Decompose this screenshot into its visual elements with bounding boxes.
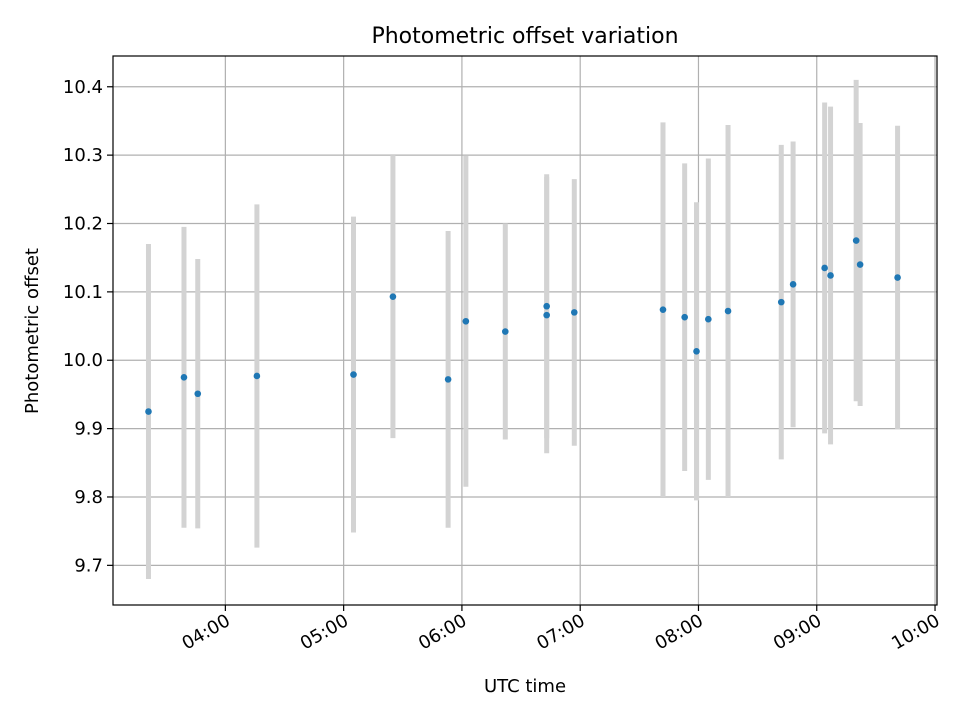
data-point <box>693 348 700 355</box>
y-tick-label: 10.2 <box>63 214 103 235</box>
data-points <box>145 237 901 415</box>
data-point <box>145 408 152 415</box>
data-point <box>389 293 397 300</box>
plot-frame <box>112 55 938 606</box>
data-point <box>894 274 901 281</box>
data-point <box>570 309 578 316</box>
data-point <box>856 261 864 268</box>
y-tick-label: 9.9 <box>74 419 103 440</box>
y-tick-label: 10.0 <box>63 350 103 371</box>
data-point <box>501 328 509 335</box>
data-point <box>350 371 357 378</box>
data-point <box>827 272 834 279</box>
y-tick-label: 9.7 <box>74 555 103 576</box>
data-point <box>705 315 712 323</box>
chart-title: Photometric offset variation <box>371 24 678 49</box>
y-tick-label: 10.1 <box>63 282 103 303</box>
data-point <box>724 307 732 315</box>
y-tick-label: 9.8 <box>74 487 103 508</box>
y-axis-label: Photometric offset <box>22 248 43 414</box>
data-point <box>180 374 188 381</box>
data-point <box>821 264 828 272</box>
data-point <box>462 317 470 325</box>
data-point <box>777 298 785 306</box>
data-point <box>852 237 860 244</box>
grid <box>113 56 937 605</box>
data-point <box>681 313 688 321</box>
data-point <box>789 281 797 288</box>
data-point <box>543 311 550 319</box>
data-point <box>659 306 667 313</box>
y-tick-label: 10.3 <box>63 145 103 166</box>
data-point <box>253 372 261 380</box>
y-axis-ticks: 9.7 9.8 9.9 10.0 10.1 10.2 10.3 10.4 <box>63 77 113 576</box>
x-axis-label: UTC time <box>484 676 566 697</box>
y-tick-label: 10.4 <box>63 77 103 98</box>
data-point <box>444 376 452 383</box>
data-point <box>194 390 202 398</box>
data-point <box>543 302 550 310</box>
